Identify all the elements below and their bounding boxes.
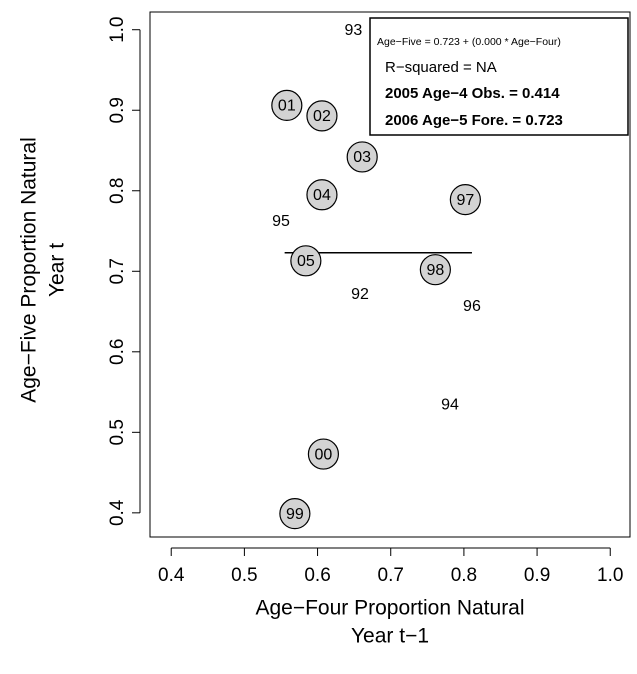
point-circle <box>449 184 481 216</box>
point-circle <box>307 438 340 470</box>
plot-frame <box>149 11 631 538</box>
point-circle <box>306 179 338 211</box>
point-label: 02 <box>313 108 331 125</box>
legend-text: 2005 Age−4 Obs. = 0.414 <box>385 85 560 102</box>
point-label: 04 <box>313 187 331 204</box>
point-label: 99 <box>286 506 304 523</box>
x-axis-label: Year t−1 <box>351 625 429 648</box>
point-label: 93 <box>345 22 363 39</box>
point-label: 98 <box>426 262 444 279</box>
x-axis-label: Age−Four Proportion Natural <box>255 597 524 620</box>
point-circle <box>290 245 322 277</box>
point-label: 92 <box>351 286 369 303</box>
y-axis-label: Year t <box>46 243 69 297</box>
legend-box <box>369 17 629 136</box>
point-circle <box>279 498 311 530</box>
x-tick-label: 0.5 <box>231 565 257 586</box>
y-tick-label: 0.9 <box>107 97 128 123</box>
legend-text: 2006 Age−5 Fore. = 0.723 <box>385 112 563 129</box>
point-label: 05 <box>297 253 315 270</box>
point-circle <box>271 89 303 122</box>
x-tick-label: 0.4 <box>158 565 185 586</box>
y-tick-label: 0.7 <box>107 258 128 284</box>
point-label: 00 <box>315 446 333 463</box>
legend-text: Age−Five = 0.723 + (0.000 * Age−Four) <box>377 36 561 48</box>
point-label: 96 <box>463 298 481 315</box>
x-tick-label: 0.9 <box>524 565 550 586</box>
point-label: 03 <box>353 149 371 166</box>
x-tick-label: 1.0 <box>597 565 623 586</box>
y-axis-label: Age−Five Proportion Natural <box>18 137 41 403</box>
point-label: 97 <box>456 192 474 209</box>
x-tick-label: 0.6 <box>304 565 330 586</box>
point-label: 94 <box>441 396 459 413</box>
y-tick-label: 0.8 <box>107 178 128 204</box>
point-circle <box>346 141 378 173</box>
point-label: 95 <box>272 213 290 230</box>
point-circle <box>419 254 451 286</box>
y-tick-label: 0.4 <box>107 499 128 526</box>
y-tick-label: 0.5 <box>107 419 128 445</box>
legend-text: R−squared = NA <box>385 59 497 76</box>
point-label: 01 <box>278 98 296 115</box>
y-tick-label: 1.0 <box>107 17 128 43</box>
y-tick-label: 0.6 <box>107 339 128 365</box>
x-tick-label: 0.8 <box>451 565 477 586</box>
point-circle <box>306 100 338 132</box>
x-tick-label: 0.7 <box>378 565 404 586</box>
